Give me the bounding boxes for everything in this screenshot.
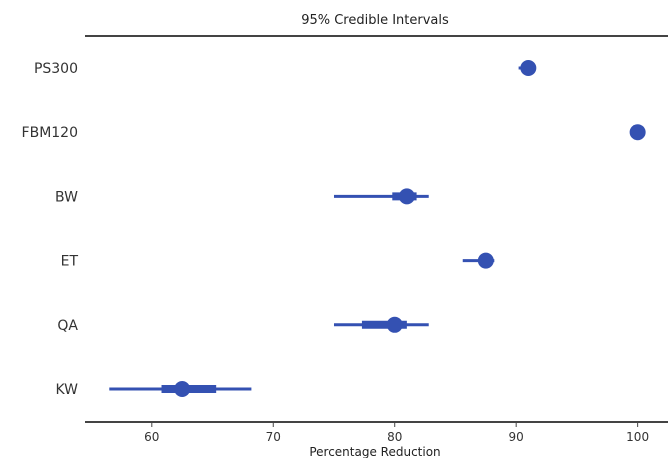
row-ps300: PS300 bbox=[34, 60, 537, 77]
x-tick-label-90: 90 bbox=[509, 430, 524, 444]
title-group: 95% Credible Intervals bbox=[85, 13, 668, 37]
category-label-fbm120: FBM120 bbox=[22, 125, 78, 141]
row-qa: QA bbox=[57, 316, 429, 334]
chart-title: 95% Credible Intervals bbox=[301, 13, 449, 28]
x-tick-label-80: 80 bbox=[387, 430, 402, 444]
x-axis: 60 70 80 90 100 bbox=[85, 421, 668, 444]
x-tick-label-70: 70 bbox=[266, 430, 281, 444]
row-kw: KW bbox=[55, 381, 252, 398]
row-et: ET bbox=[61, 252, 495, 270]
plot-area: PS300 FBM120 BW ET QA KW bbox=[22, 60, 646, 398]
point-qa bbox=[386, 316, 403, 333]
row-fbm120: FBM120 bbox=[22, 124, 646, 141]
point-kw bbox=[174, 381, 191, 397]
category-label-et: ET bbox=[61, 254, 79, 270]
category-label-qa: QA bbox=[57, 318, 78, 334]
point-et bbox=[477, 252, 494, 269]
x-tick-label-60: 60 bbox=[144, 430, 159, 444]
point-ps300 bbox=[520, 60, 537, 76]
category-label-kw: KW bbox=[55, 382, 78, 398]
point-bw bbox=[398, 188, 415, 205]
row-bw: BW bbox=[55, 188, 429, 205]
x-axis-label: Percentage Reduction bbox=[309, 445, 440, 458]
x-tick-label-100: 100 bbox=[626, 430, 649, 444]
category-label-ps300: PS300 bbox=[34, 61, 78, 77]
category-label-bw: BW bbox=[55, 189, 78, 205]
point-fbm120 bbox=[629, 124, 646, 141]
